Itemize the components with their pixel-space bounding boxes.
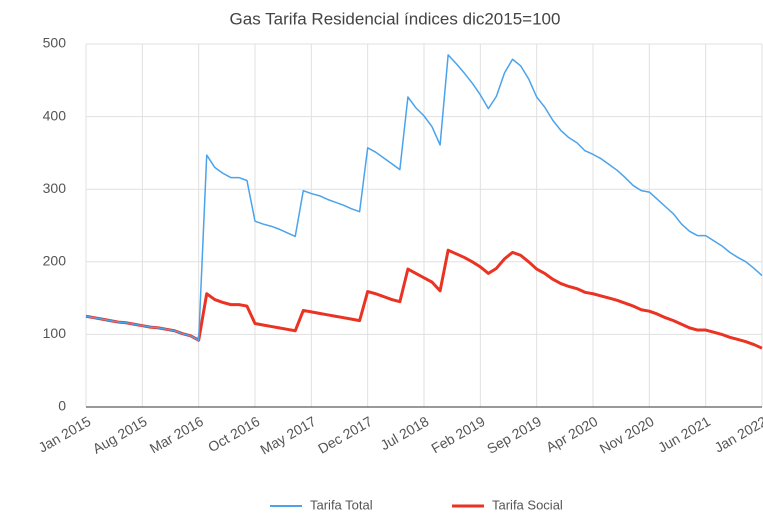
x-tick-label: Nov 2020	[597, 413, 657, 457]
x-tick-label: Oct 2016	[205, 413, 262, 455]
x-tick-label: Aug 2015	[90, 413, 150, 457]
legend-label: Tarifa Total	[310, 497, 373, 512]
x-tick-label: Jan 2015	[35, 413, 93, 456]
x-tick-label: Dec 2017	[315, 413, 375, 457]
y-tick-label: 300	[43, 180, 67, 196]
y-tick-label: 200	[43, 253, 67, 269]
x-tick-label: Jan 2022	[711, 413, 763, 456]
line-series	[85, 54, 763, 341]
chart-title: Gas Tarifa Residencial índices dic2015=1…	[230, 9, 561, 28]
legend-label: Tarifa Social	[492, 497, 563, 512]
x-tick-label: Sep 2019	[484, 413, 544, 457]
x-tick-label: Apr 2020	[543, 413, 600, 455]
x-tick-label: Mar 2016	[147, 413, 206, 457]
y-tick-label: 100	[43, 325, 67, 341]
x-tick-label: Jul 2018	[378, 413, 432, 453]
y-tick-label: 0	[58, 398, 66, 414]
y-tick-label: 400	[43, 107, 67, 123]
x-tick-label: Feb 2019	[428, 413, 487, 457]
x-tick-label: Jun 2021	[655, 413, 713, 456]
x-tick-label: May 2017	[257, 413, 318, 458]
y-tick-label: 500	[43, 35, 67, 51]
